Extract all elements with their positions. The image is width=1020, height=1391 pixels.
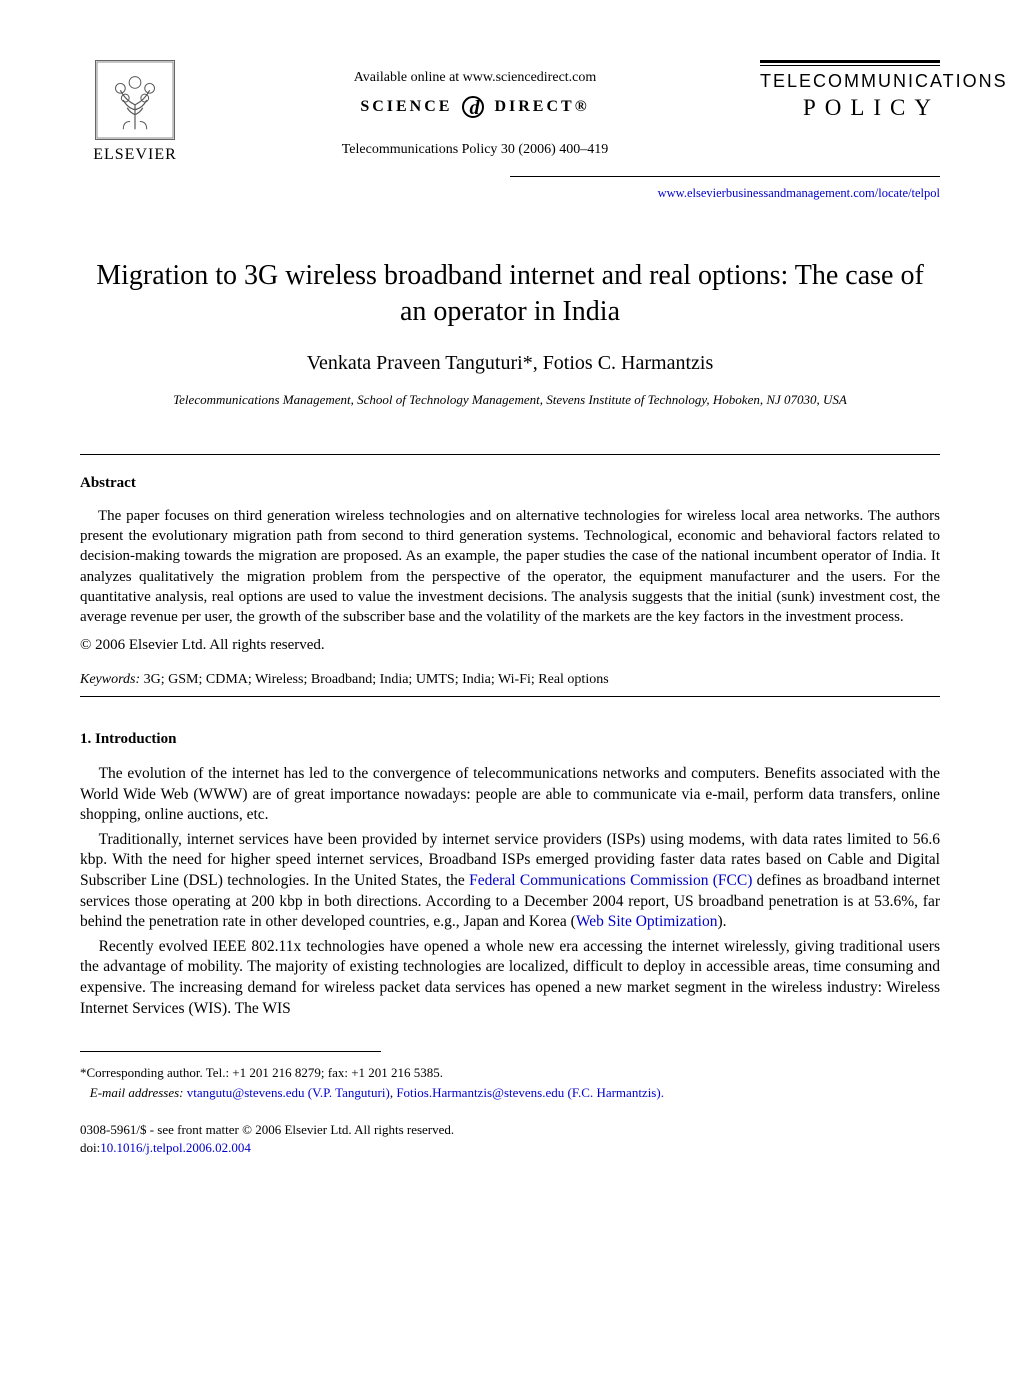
footnotes-block: *Corresponding author. Tel.: +1 201 216 … [80,1064,940,1102]
doi-label: doi: [80,1140,100,1155]
email-addresses: E-mail addresses: vtangutu@stevens.edu (… [80,1084,940,1102]
divider [760,60,940,63]
doi-line: doi:10.1016/j.telpol.2006.02.004 [80,1139,940,1157]
keywords-label: Keywords: [80,672,140,687]
corresponding-author: *Corresponding author. Tel.: +1 201 216 … [80,1064,940,1082]
header-center: Available online at www.sciencedirect.co… [190,60,760,160]
available-online-text: Available online at www.sciencedirect.co… [190,68,760,88]
journal-reference: Telecommunications Policy 30 (2006) 400–… [190,140,760,160]
keywords-value: 3G; GSM; CDMA; Wireless; Broadband; Indi… [140,672,609,687]
divider [80,454,940,455]
abstract-heading: Abstract [80,473,940,494]
fcc-link[interactable]: Federal Communications Commission (FCC) [469,872,752,889]
footnote-divider [80,1051,381,1058]
journal-title-block: TELECOMMUNICATIONS POLICY [760,60,940,124]
divider [80,696,940,697]
elsevier-tree-icon [95,60,175,140]
para2-text-c: ). [718,913,727,930]
divider [760,65,940,66]
issn-line: 0308-5961/$ - see front matter © 2006 El… [80,1121,940,1139]
email-label: E-mail addresses: [90,1085,187,1100]
header: ELSEVIER Available online at www.science… [80,60,940,166]
journal-name-line1: TELECOMMUNICATIONS [760,72,940,92]
doi-link[interactable]: 10.1016/j.telpol.2006.02.004 [100,1140,251,1155]
journal-name-line2: POLICY [760,92,940,124]
article-title: Migration to 3G wireless broadband inter… [80,258,940,331]
webopt-link[interactable]: Web Site Optimization [576,913,718,930]
publisher-name: ELSEVIER [93,144,177,166]
email-link-2[interactable]: Fotios.Harmantzis@stevens.edu (F.C. Harm… [396,1085,664,1100]
article-authors: Venkata Praveen Tanguturi*, Fotios C. Ha… [80,349,940,377]
section-1-heading: 1. Introduction [80,729,940,750]
keywords-line: Keywords: 3G; GSM; CDMA; Wireless; Broad… [80,670,940,690]
science-label-left: SCIENCE [360,98,452,115]
email-link-1[interactable]: vtangutu@stevens.edu (V.P. Tanguturi) [187,1085,390,1100]
sciencedirect-logo: SCIENCE DIRECT® [190,96,760,118]
intro-para-2: Traditionally, internet services have be… [80,830,940,933]
journal-url-text: www.elsevierbusinessandmanagement.com/lo… [658,186,940,200]
science-label-right: DIRECT® [494,98,589,115]
journal-url-link[interactable]: www.elsevierbusinessandmanagement.com/lo… [510,185,940,203]
doi-block: 0308-5961/$ - see front matter © 2006 El… [80,1121,940,1157]
publisher-logo-block: ELSEVIER [80,60,190,166]
intro-para-1: The evolution of the internet has led to… [80,764,940,826]
abstract-copyright: © 2006 Elsevier Ltd. All rights reserved… [80,635,940,656]
sciencedirect-icon [462,96,484,118]
abstract-body: The paper focuses on third generation wi… [80,506,940,628]
article-affiliation: Telecommunications Management, School of… [80,391,940,409]
elsevier-logo-icon [96,60,174,140]
journal-url-row: www.elsevierbusinessandmanagement.com/lo… [80,176,940,233]
intro-para-3: Recently evolved IEEE 802.11x technologi… [80,937,940,1019]
